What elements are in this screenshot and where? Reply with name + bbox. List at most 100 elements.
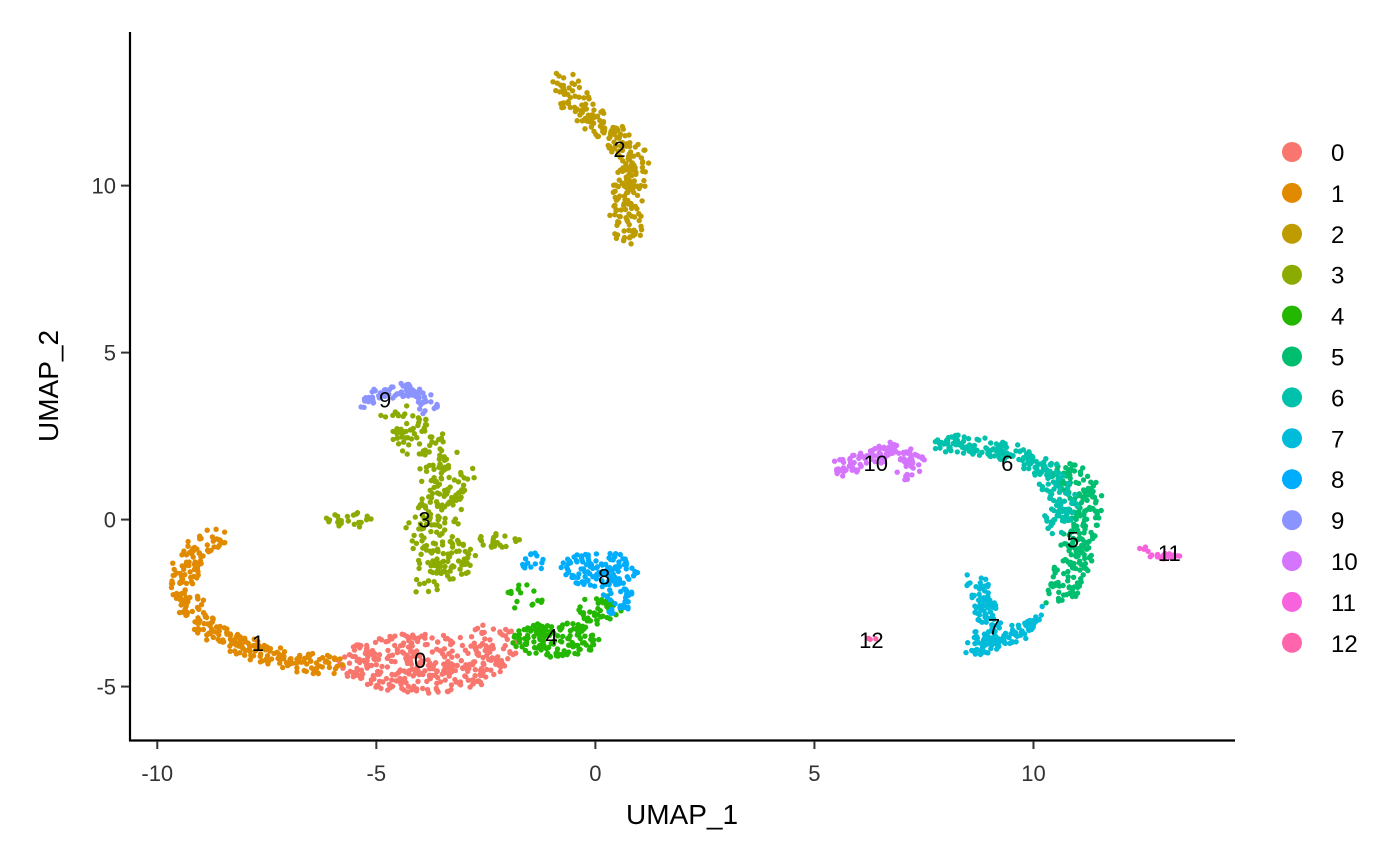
point-cluster-2	[626, 143, 633, 150]
point-cluster-2	[636, 211, 642, 217]
point-cluster-7	[1023, 635, 1029, 642]
point-cluster-0	[472, 667, 478, 673]
legend-item-4: 4	[1282, 304, 1344, 331]
legend-label: 6	[1331, 385, 1344, 412]
point-cluster-1	[170, 560, 176, 566]
point-cluster-3	[416, 416, 423, 423]
cluster-label-10: 10	[864, 451, 888, 476]
point-cluster-3	[458, 506, 464, 513]
point-cluster-1	[324, 652, 331, 659]
point-cluster-12	[867, 636, 873, 643]
point-cluster-5	[1068, 585, 1074, 591]
point-cluster-8	[622, 556, 628, 562]
point-cluster-3	[447, 538, 453, 545]
point-cluster-3	[431, 466, 437, 472]
point-cluster-11	[1177, 553, 1183, 559]
point-cluster-3	[418, 526, 425, 532]
point-cluster-2	[607, 212, 613, 218]
point-cluster-3	[406, 442, 412, 448]
point-cluster-8	[579, 579, 585, 585]
point-cluster-0	[465, 677, 471, 683]
point-cluster-3	[403, 525, 409, 531]
point-cluster-3	[378, 412, 384, 419]
point-cluster-2	[615, 195, 621, 202]
point-cluster-3	[416, 581, 423, 587]
point-cluster-2	[557, 82, 564, 88]
point-cluster-3	[446, 554, 453, 560]
point-cluster-6	[1048, 506, 1055, 512]
point-cluster-0	[447, 664, 453, 671]
point-cluster-0	[500, 646, 507, 652]
point-cluster-5	[1077, 471, 1084, 478]
point-cluster-3	[439, 431, 446, 437]
point-cluster-7	[983, 641, 990, 648]
point-cluster-8	[621, 561, 627, 568]
point-cluster-6	[1069, 509, 1076, 516]
point-cluster-0	[413, 688, 420, 694]
point-cluster-7	[989, 622, 995, 628]
point-cluster-10	[904, 473, 910, 479]
point-cluster-4	[567, 628, 574, 634]
legend-swatch	[1282, 591, 1302, 612]
point-cluster-3	[432, 562, 438, 569]
point-cluster-9	[371, 386, 377, 392]
point-cluster-6	[960, 438, 967, 444]
point-cluster-4	[556, 625, 563, 631]
point-cluster-3	[437, 461, 443, 468]
point-cluster-1	[170, 572, 176, 579]
point-cluster-3	[440, 558, 447, 564]
point-cluster-8	[623, 588, 630, 594]
point-cluster-0	[376, 652, 383, 658]
legend-label: 11	[1331, 590, 1356, 617]
point-cluster-4	[589, 632, 596, 638]
point-cluster-4	[587, 644, 593, 650]
point-cluster-3	[438, 470, 444, 476]
point-cluster-0	[350, 670, 357, 676]
point-cluster-3	[364, 513, 370, 519]
point-cluster-2	[612, 188, 618, 194]
point-cluster-1	[209, 615, 216, 621]
legend-swatch	[1282, 551, 1302, 571]
point-cluster-6	[942, 449, 949, 455]
point-cluster-1	[222, 539, 228, 546]
point-cluster-2	[601, 110, 607, 117]
point-cluster-7	[983, 603, 989, 609]
point-cluster-1	[198, 535, 204, 542]
point-cluster-0	[445, 688, 451, 695]
point-cluster-8	[620, 580, 626, 586]
point-cluster-0	[458, 658, 464, 664]
point-cluster-10	[831, 458, 838, 464]
legend-item-6: 6	[1282, 385, 1344, 412]
point-cluster-7	[991, 616, 997, 622]
point-cluster-4	[510, 640, 516, 646]
point-cluster-8	[574, 552, 580, 558]
point-cluster-7	[977, 602, 983, 609]
point-cluster-4	[537, 635, 543, 641]
point-cluster-1	[179, 590, 185, 597]
point-cluster-4	[514, 598, 520, 605]
point-cluster-3	[390, 412, 396, 419]
point-cluster-0	[392, 672, 399, 678]
point-cluster-9	[362, 398, 368, 404]
point-cluster-7	[1006, 634, 1012, 641]
legend-swatch	[1282, 428, 1302, 449]
point-cluster-1	[267, 646, 274, 652]
point-cluster-4	[597, 607, 603, 614]
point-cluster-0	[448, 682, 455, 688]
point-cluster-8	[575, 580, 581, 587]
point-cluster-0	[383, 675, 390, 682]
point-cluster-6	[1028, 460, 1034, 466]
point-cluster-9	[402, 392, 409, 398]
point-cluster-3	[433, 499, 440, 505]
point-cluster-9	[428, 399, 434, 405]
point-cluster-0	[459, 642, 466, 649]
point-cluster-11	[1160, 552, 1167, 558]
point-cluster-2	[619, 123, 626, 130]
point-cluster-8	[610, 610, 616, 616]
point-cluster-8	[611, 553, 618, 559]
point-cluster-5	[1074, 527, 1081, 533]
point-cluster-6	[1048, 522, 1054, 529]
point-cluster-3	[460, 541, 466, 547]
point-cluster-1	[189, 581, 196, 587]
